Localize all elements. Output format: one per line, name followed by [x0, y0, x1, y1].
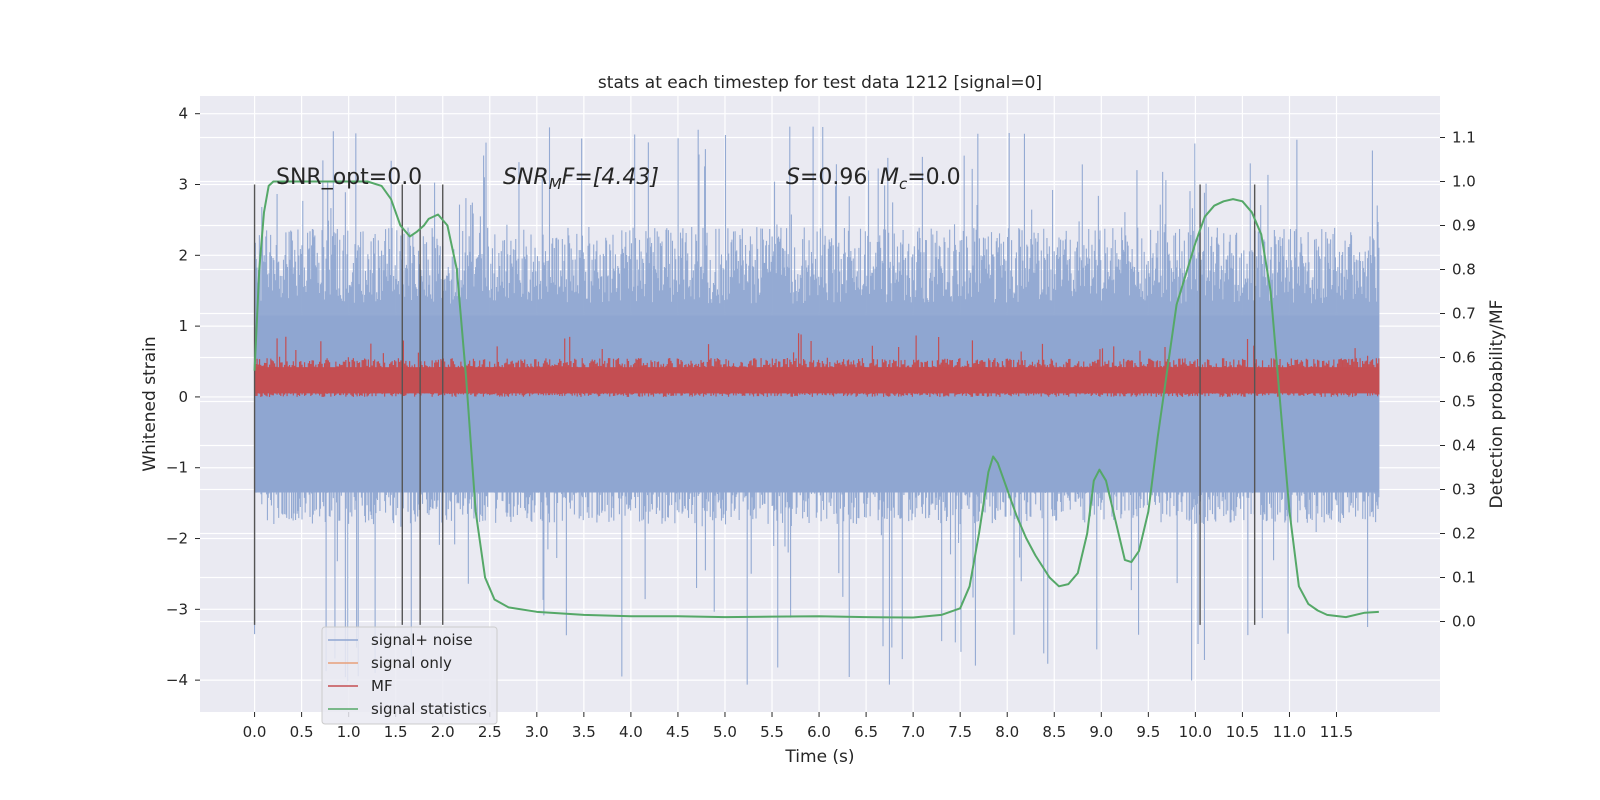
legend-box	[321, 626, 498, 725]
y2-tick-label: 0.4	[1452, 437, 1476, 455]
x-tick-label: 6.5	[854, 723, 878, 741]
x-tick-label: 4.0	[619, 723, 643, 741]
y-ticks-left: 4 3 2 1 0 −1 −2 −3 −4	[166, 105, 200, 689]
snr-mf-subscript: M	[549, 175, 562, 193]
y2-tick-label: 0.1	[1452, 569, 1476, 587]
x-tick-label: 11.0	[1273, 723, 1306, 741]
y-tick-label: −4	[166, 671, 188, 689]
x-tick-label: 8.0	[995, 723, 1019, 741]
y2-tick-label: 0.7	[1452, 305, 1476, 323]
x-tick-label: 7.0	[901, 723, 925, 741]
legend-label-signal-only: signal only	[371, 654, 452, 672]
x-tick-label: 5.0	[713, 723, 737, 741]
s-symbol: S	[786, 165, 800, 190]
y-axis-label-right: Detection probability/MF	[1487, 300, 1507, 509]
snr-opt-annotation: SNR_opt=0.0	[276, 165, 422, 190]
x-tick-label: 8.5	[1042, 723, 1066, 741]
y2-tick-label: 1.1	[1452, 129, 1476, 147]
y-tick-label: 0	[178, 388, 188, 406]
x-tick-label: 0.0	[243, 723, 267, 741]
signal-statistics-line	[253, 180, 1379, 619]
s-value: =0.96	[800, 165, 867, 190]
legend-label-statistics: signal statistics	[371, 700, 487, 718]
y-tick-label: 4	[178, 105, 188, 123]
legend: signal+ noise signal only MF signal stat…	[321, 626, 498, 725]
y2-tick-label: 0.6	[1452, 349, 1476, 367]
y2-tick-label: 0.2	[1452, 525, 1476, 543]
y2-tick-label: 0.8	[1452, 261, 1476, 279]
y2-tick-label: 1.0	[1452, 173, 1476, 191]
x-tick-label: 3.5	[572, 723, 596, 741]
snr-mf-value: F=[4.43]	[562, 165, 659, 190]
y-axis-label: Whitened strain	[140, 336, 160, 471]
snr-mf-annotation: SNRMF=[4.43]	[503, 165, 659, 193]
y2-tick-label: 0.9	[1452, 217, 1476, 235]
y-tick-label: −1	[166, 459, 188, 477]
mc-symbol: M	[880, 165, 899, 190]
signal-statistics-series	[253, 180, 1379, 619]
x-tick-label: 6.0	[807, 723, 831, 741]
y-tick-label: −2	[166, 530, 188, 548]
legend-label-mf: MF	[371, 677, 393, 695]
x-tick-label: 2.0	[431, 723, 455, 741]
mc-value: =0.0	[907, 165, 960, 190]
x-tick-label: 7.5	[948, 723, 972, 741]
x-tick-label: 9.5	[1136, 723, 1160, 741]
x-tick-label: 0.5	[290, 723, 314, 741]
snr-mf-symbol: SNR	[503, 165, 549, 190]
x-tick-label: 5.5	[760, 723, 784, 741]
y2-tick-label: 0.5	[1452, 393, 1476, 411]
x-tick-label: 4.5	[666, 723, 690, 741]
x-ticks: 0.0 0.5 1.0 1.5 2.0 2.5 3.0 3.5 4.0 4.5 5.0 5.5 6.0 6…	[243, 712, 1353, 741]
x-tick-label: 3.0	[525, 723, 549, 741]
x-tick-label: 10.0	[1179, 723, 1212, 741]
signal-noise-series	[254, 126, 1380, 685]
s-annotation: S=0.96	[786, 165, 867, 190]
y2-tick-label: 0.0	[1452, 613, 1476, 631]
x-tick-label: 9.0	[1089, 723, 1113, 741]
mf-core	[254, 367, 1379, 394]
mf-series	[253, 333, 1380, 397]
chart-title: stats at each timestep for test data 121…	[598, 73, 1042, 93]
y-tick-label: 3	[178, 176, 188, 194]
y2-tick-label: 0.3	[1452, 481, 1476, 499]
mc-annotation: Mc=0.0	[880, 165, 961, 193]
x-tick-label: 10.5	[1226, 723, 1259, 741]
signal-noise-core	[254, 315, 1379, 493]
x-tick-label: 2.5	[478, 723, 502, 741]
x-tick-label: 1.0	[337, 723, 361, 741]
legend-label-noise: signal+ noise	[371, 631, 473, 649]
y-tick-label: −3	[166, 600, 188, 618]
y-ticks-right: 1.1 1.0 0.9 0.8 0.7 0.6 0.5 0.4 0.3 0.2 0.1 0.0	[1440, 129, 1476, 631]
mc-subscript: c	[899, 175, 908, 193]
x-axis-label: Time (s)	[784, 747, 854, 767]
x-tick-label: 1.5	[384, 723, 408, 741]
x-tick-label: 11.5	[1320, 723, 1353, 741]
y-tick-label: 1	[178, 317, 188, 335]
y-tick-label: 2	[178, 246, 188, 264]
vertical-markers	[253, 184, 1256, 625]
